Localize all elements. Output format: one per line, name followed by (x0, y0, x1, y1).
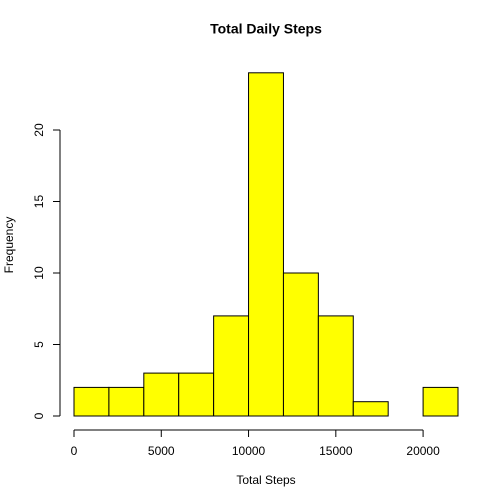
y-tick-label: 5 (32, 341, 46, 348)
bar (108, 386, 145, 417)
bar (213, 315, 250, 417)
bar (352, 401, 389, 417)
y-tick-label: 0 (32, 412, 46, 419)
bar (73, 386, 110, 417)
bar (317, 315, 354, 417)
bar (248, 72, 284, 417)
bar (143, 372, 180, 417)
y-axis-label: Frequency (2, 217, 16, 274)
y-tick-label: 20 (32, 123, 46, 137)
x-tick-label: 20000 (406, 444, 440, 458)
chart-title: Total Daily Steps (210, 21, 322, 37)
x-axis-label: Total Steps (236, 473, 295, 487)
bar (178, 372, 215, 417)
x-tick-label: 0 (71, 444, 78, 458)
bar (422, 386, 459, 417)
x-tick-label: 5000 (148, 444, 175, 458)
y-tick-label: 15 (32, 195, 46, 209)
x-tick-label: 15000 (319, 444, 353, 458)
y-tick-label: 10 (32, 266, 46, 280)
bar (282, 272, 319, 417)
x-tick-label: 10000 (232, 444, 266, 458)
